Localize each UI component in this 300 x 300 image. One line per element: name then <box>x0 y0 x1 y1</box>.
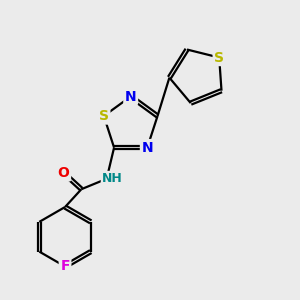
Text: O: O <box>58 166 70 180</box>
Text: N: N <box>142 141 153 154</box>
Text: NH: NH <box>102 172 123 185</box>
Text: N: N <box>125 89 136 103</box>
Text: S: S <box>99 109 109 123</box>
Text: S: S <box>214 50 224 64</box>
Text: F: F <box>60 260 70 274</box>
